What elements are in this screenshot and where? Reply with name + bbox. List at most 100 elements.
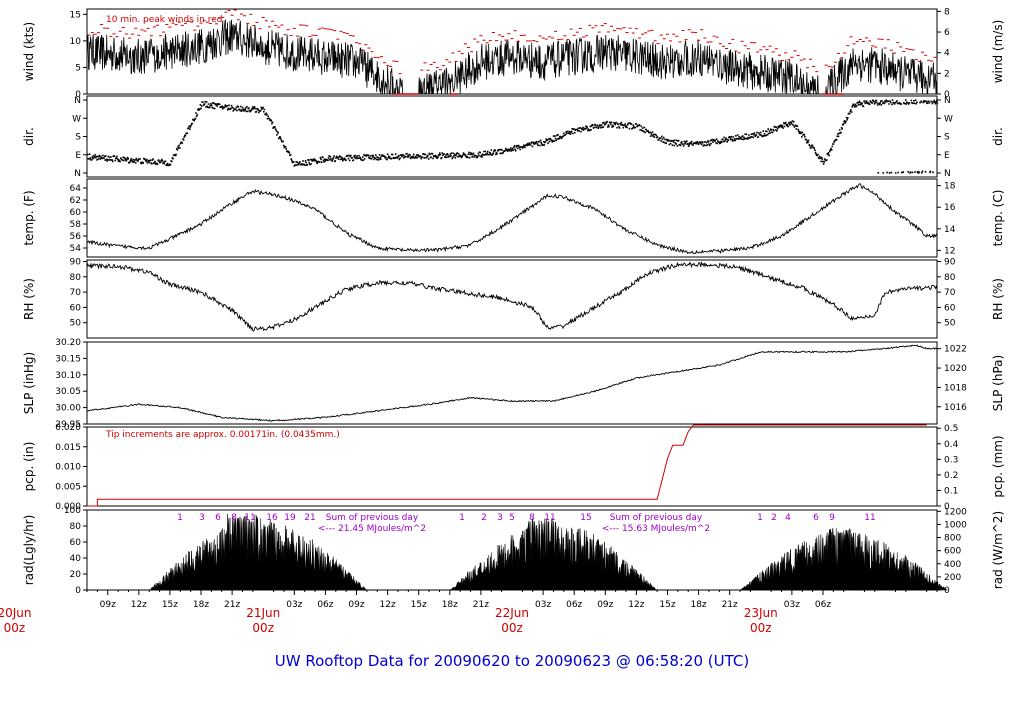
slp-ytick-left-label: 30.05	[55, 387, 81, 397]
rad-hour-mark: 11	[864, 513, 875, 523]
slp-ytick-right-label: 1016	[944, 403, 967, 413]
temp-ytick-right-label: 16	[944, 203, 956, 213]
rh-ytick-left-label: 50	[70, 319, 82, 329]
rad-ytick-right-label: 400	[944, 560, 961, 570]
x-day-sublabel: 00z	[4, 621, 26, 635]
wind-ytick-right-label: 4	[944, 49, 950, 59]
wind-ytick-left-label: 10	[70, 37, 82, 47]
pcp-ytick-left-label: 0.005	[55, 482, 81, 492]
x-hour-label: 21z	[722, 600, 738, 610]
dir-ytick-right-label: W	[944, 114, 953, 124]
rad-hour-mark: 15	[580, 513, 591, 523]
rad-hour-mark: 21	[304, 513, 315, 523]
pcp-ylabel-left: pcp. (in)	[22, 442, 36, 492]
temp-ytick-right-label: 18	[944, 182, 956, 192]
rad-summary-label: Sum of previous day	[326, 513, 419, 523]
temp-ylabel-right: temp. (C)	[991, 190, 1005, 247]
rad-ytick-left-label: 40	[70, 554, 82, 564]
wind-ylabel-left: wind (kts)	[22, 22, 36, 81]
x-hour-label: 18z	[442, 600, 458, 610]
pcp-ytick-left-label: 0.010	[55, 463, 81, 473]
pcp-ylabel-right: pcp. (mm)	[991, 435, 1005, 497]
rad-hour-mark: 6	[215, 513, 221, 523]
x-hour-label: 09z	[100, 600, 116, 610]
slp-ylabel-left: SLP (inHg)	[22, 352, 36, 414]
rad-ytick-right-label: 1000	[944, 520, 967, 530]
rad-ytick-left-label: 100	[64, 506, 81, 516]
dir-ytick-left-label: W	[72, 114, 81, 124]
rad-hour-mark: 2	[481, 513, 487, 523]
rh-ytick-left-label: 90	[70, 258, 82, 268]
wind-ytick-left-label: 0	[75, 90, 81, 100]
temp-frame	[86, 178, 938, 258]
x-hour-label: 18z	[193, 600, 209, 610]
rad-summary-label: Sum of previous day	[610, 513, 703, 523]
rad-hour-mark: 19	[284, 513, 296, 523]
slp-ylabel-right: SLP (hPa)	[991, 355, 1005, 411]
temp-ytick-right-label: 14	[944, 225, 956, 235]
rad-ytick-right-label: 1200	[944, 507, 967, 517]
rad-summary-value: <--- 21.45 MJoules/m^2	[318, 524, 426, 534]
rad-ytick-left-label: 80	[70, 522, 82, 532]
rad-hour-mark: 3	[497, 513, 503, 523]
rh-ytick-right-label: 50	[944, 319, 956, 329]
dir-series-points	[87, 99, 939, 174]
rh-ytick-right-label: 80	[944, 273, 956, 283]
dir-ytick-left-label: N	[74, 96, 81, 106]
x-day-sublabel: 00z	[750, 621, 772, 635]
x-hour-label: 15z	[411, 600, 427, 610]
slp-ytick-left-label: 30.00	[55, 404, 81, 414]
x-hour-label: 03z	[535, 600, 551, 610]
dir-ytick-right-label: E	[944, 151, 950, 161]
x-hour-label: 09z	[597, 600, 613, 610]
temp-ytick-left-label: 62	[70, 196, 81, 206]
rad-day-area	[449, 518, 658, 591]
rh-series-line	[86, 261, 938, 332]
rh-ylabel-right: RH (%)	[991, 278, 1005, 320]
rad-hour-mark: 1	[459, 513, 465, 523]
x-day-label: 22Jun	[495, 606, 529, 620]
x-hour-label: 06z	[566, 600, 582, 610]
rad-hour-mark: 8	[529, 513, 535, 523]
slp-ytick-left-label: 30.15	[55, 354, 81, 364]
rad-hour-mark: 5	[509, 513, 515, 523]
rad-hour-mark: 9	[829, 513, 835, 523]
rad-hour-mark: 11	[544, 513, 555, 523]
rad-day-area	[148, 513, 368, 591]
rh-ytick-left-label: 80	[70, 273, 82, 283]
x-hour-label: 03z	[286, 600, 302, 610]
wind-ytick-left-label: 5	[75, 63, 81, 73]
rad-hour-mark: 1	[757, 513, 763, 523]
rh-ytick-right-label: 70	[944, 288, 956, 298]
rh-ytick-left-label: 70	[70, 288, 82, 298]
dir-ylabel-left: dir.	[22, 127, 36, 146]
dir-ylabel-right: dir.	[991, 127, 1005, 146]
rad-hour-mark: 8	[231, 513, 237, 523]
x-day-sublabel: 00z	[501, 621, 523, 635]
dir-ytick-right-label: N	[944, 169, 951, 179]
rad-hour-mark: 3	[199, 513, 205, 523]
rad-ylabel-left: rad(Lgly/hr)	[22, 515, 36, 586]
slp-frame	[86, 341, 938, 425]
dir-ytick-left-label: E	[75, 151, 81, 161]
x-day-label: 21Jun	[246, 606, 280, 620]
x-day-sublabel: 00z	[252, 621, 274, 635]
temp-ytick-left-label: 58	[70, 220, 82, 230]
rad-ytick-right-label: 800	[944, 534, 961, 544]
temp-series-line	[86, 183, 938, 255]
temp-ytick-right-label: 12	[944, 246, 955, 256]
x-hour-label: 06z	[317, 600, 333, 610]
rad-hour-mark: 1	[177, 513, 183, 523]
dir-ytick-right-label: N	[944, 96, 951, 106]
rh-ytick-left-label: 60	[70, 303, 82, 313]
x-hour-label: 09z	[348, 600, 364, 610]
x-hour-label: 06z	[815, 600, 831, 610]
x-day-label: 20Jun	[0, 606, 31, 620]
rh-ytick-right-label: 60	[944, 303, 956, 313]
x-hour-label: 21z	[224, 600, 240, 610]
rad-hour-mark: 2	[771, 513, 777, 523]
slp-ytick-left-label: 30.10	[55, 371, 81, 381]
pcp-ytick-right-label: 0	[944, 502, 950, 512]
wind-ytick-right-label: 0	[944, 90, 950, 100]
